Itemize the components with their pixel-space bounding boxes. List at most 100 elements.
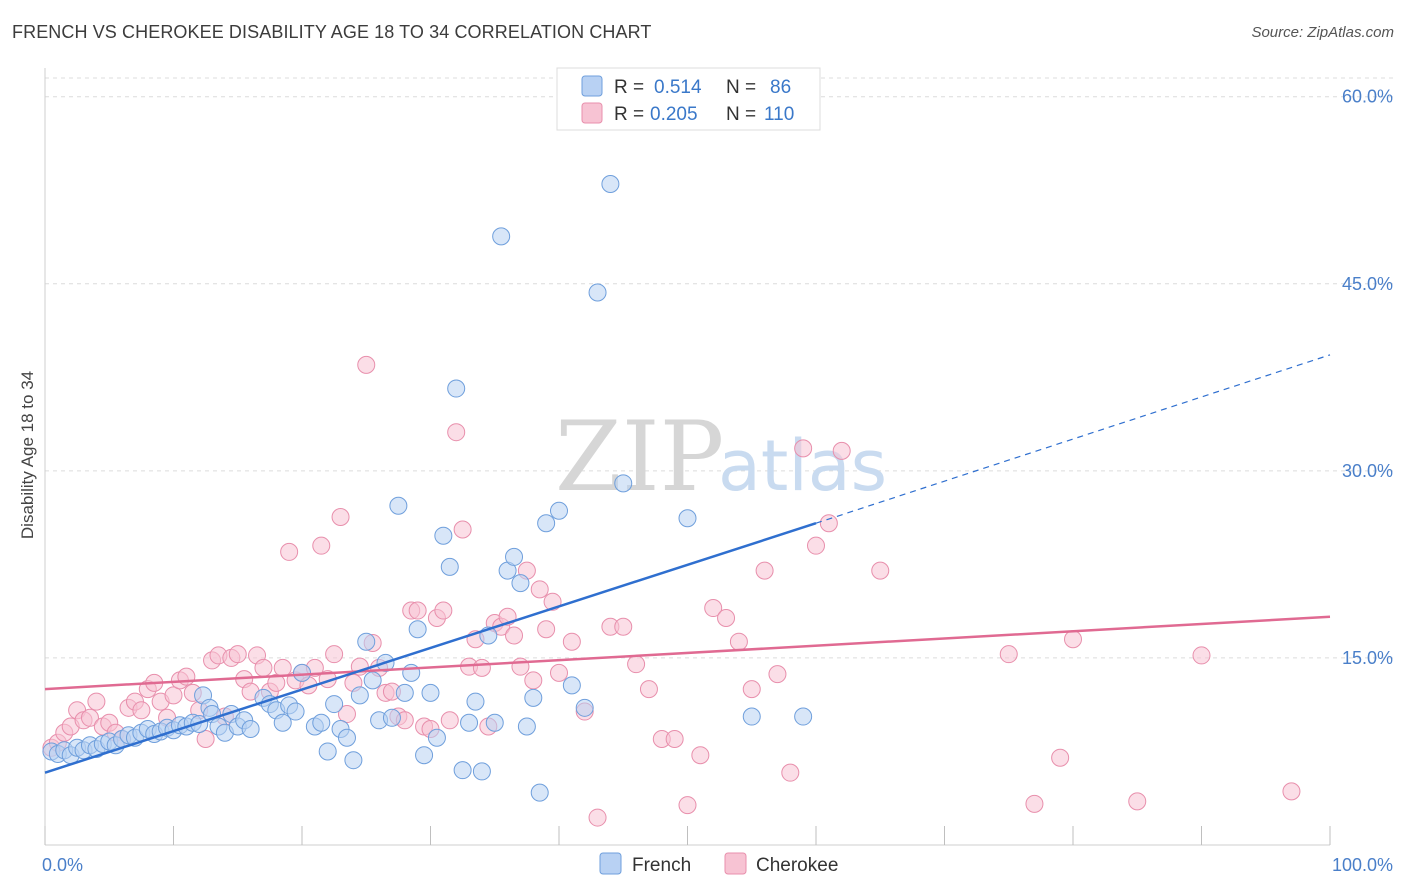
tick-labels: 15.0% 30.0% 45.0% 60.0% 0.0% 100.0% (42, 87, 1393, 875)
x-tick-label-max: 100.0% (1332, 855, 1393, 875)
grid-lines (45, 77, 1395, 659)
french-point (427, 728, 446, 747)
cherokee-point (440, 711, 459, 730)
french-point (241, 720, 260, 739)
cherokee-point (562, 632, 581, 651)
french-point (363, 671, 382, 690)
cherokee-point (331, 507, 350, 526)
french-trend-line (44, 522, 817, 774)
y-axis-label: Disability Age 18 to 34 (18, 371, 37, 539)
french-point (485, 713, 504, 732)
legend-cherokee-label[interactable]: Cherokee (756, 855, 838, 876)
cherokee-point (742, 680, 761, 699)
french-point (550, 501, 568, 520)
cherokee-point (80, 708, 99, 727)
cherokee-point (1051, 748, 1070, 767)
cherokee-point (717, 609, 736, 628)
french-point (357, 632, 376, 651)
cherokee-point (614, 617, 633, 636)
french-point (466, 692, 485, 711)
french-point (460, 713, 479, 732)
cherokee-stat-swatch (581, 102, 603, 124)
french-point (537, 514, 556, 533)
cherokee-n-label: N = (726, 104, 756, 125)
chart-title: FRENCH VS CHEROKEE DISABILITY AGE 18 TO … (12, 22, 652, 42)
french-n-label: N = (726, 77, 756, 98)
french-point (286, 702, 305, 721)
stats-box: R = 0.514 N = 86 R = 0.205 N = 110 (556, 67, 821, 131)
french-point (588, 283, 607, 302)
cherokee-point (755, 561, 774, 580)
cherokee-point (228, 645, 247, 664)
cherokee-point (524, 671, 543, 690)
y-tick-label: 30.0% (1342, 461, 1393, 481)
cherokee-point (312, 536, 331, 555)
french-r-value: 0.514 (654, 77, 702, 98)
cherokee-point (357, 355, 376, 374)
french-point (318, 742, 337, 761)
cherokee-point (537, 620, 556, 639)
cherokee-point (280, 542, 299, 561)
cherokee-point (999, 645, 1018, 664)
french-point (562, 676, 581, 695)
legend-cherokee-swatch[interactable] (724, 852, 747, 875)
cherokee-point (768, 665, 787, 684)
cherokee-point (691, 746, 710, 765)
y-tick-label: 15.0% (1342, 648, 1393, 668)
cherokee-point (530, 580, 549, 599)
cherokee-point (588, 808, 607, 827)
cherokee-point (453, 520, 472, 539)
french-point (472, 762, 491, 781)
french-point (421, 683, 440, 702)
watermark-atlas: atlas (718, 425, 887, 507)
french-r-label: R = (614, 77, 644, 98)
x-tick-label-min: 0.0% (42, 855, 83, 875)
french-point (273, 713, 292, 732)
cherokee-point (1064, 630, 1082, 649)
cherokee-points (42, 355, 1301, 827)
cherokee-r-label: R = (614, 104, 644, 125)
cherokee-point (1128, 792, 1147, 811)
cherokee-point (132, 701, 151, 720)
cherokee-point (408, 601, 427, 620)
cherokee-point (196, 729, 215, 748)
cherokee-point (819, 514, 838, 533)
cherokee-point (781, 763, 800, 782)
french-point (440, 557, 459, 576)
french-point (742, 707, 761, 726)
cherokee-point (729, 632, 748, 651)
french-point (492, 227, 511, 246)
y-tick-label: 45.0% (1342, 274, 1393, 294)
french-point (517, 717, 536, 736)
cherokee-point (434, 601, 453, 620)
french-point (389, 496, 408, 515)
french-point (524, 688, 543, 707)
french-point (325, 695, 344, 714)
french-point (614, 474, 633, 493)
cherokee-point (254, 658, 273, 677)
cherokee-point (505, 626, 524, 645)
source-credit: Source: ZipAtlas.com (1251, 24, 1394, 41)
french-point (505, 547, 524, 566)
french-point (678, 509, 697, 528)
cherokee-point (704, 599, 723, 618)
french-stat-swatch (581, 75, 603, 97)
cherokee-point (87, 692, 106, 711)
cherokee-point (1282, 782, 1301, 801)
cherokee-point (794, 439, 813, 458)
french-point (511, 574, 530, 593)
cherokee-n-value: 110 (764, 104, 794, 125)
cherokee-point (337, 705, 356, 724)
legend-french-swatch[interactable] (599, 852, 622, 875)
trend-lines (44, 354, 1331, 774)
cherokee-point (472, 658, 491, 677)
cherokee-point (678, 796, 697, 815)
cherokee-point (665, 729, 684, 748)
french-n-value: 86 (770, 77, 791, 98)
legend-french-label[interactable]: French (632, 855, 691, 876)
watermark: ZIP atlas (555, 401, 887, 513)
french-point (312, 713, 331, 732)
cherokee-r-value: 0.205 (650, 104, 698, 125)
watermark-zip: ZIP (555, 401, 724, 513)
